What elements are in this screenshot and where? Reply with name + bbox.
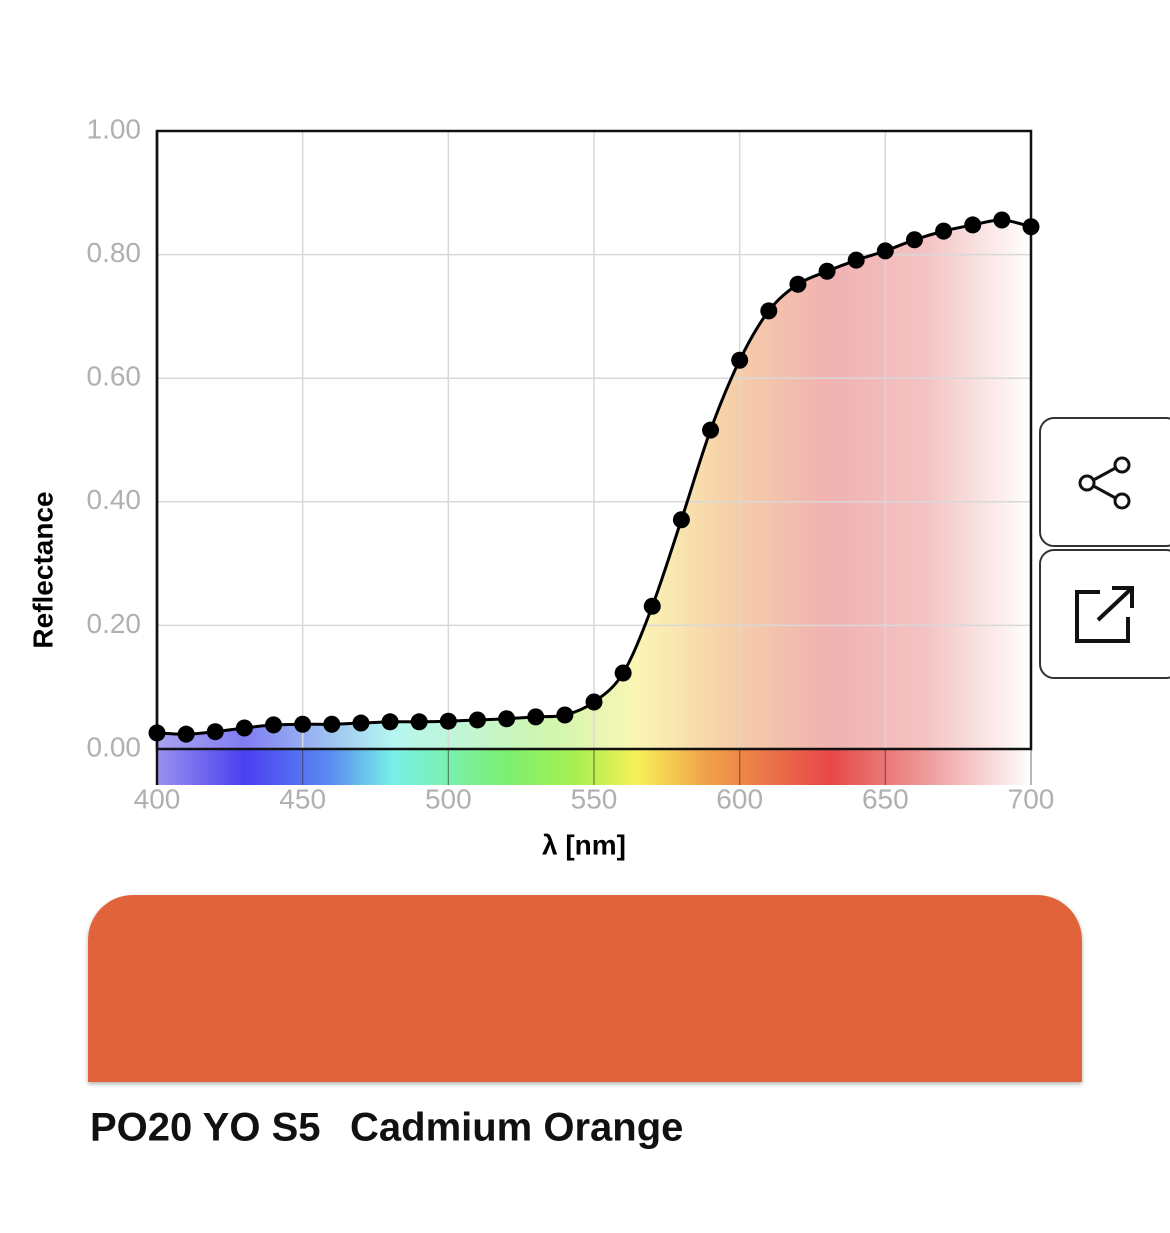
data-point (760, 302, 778, 320)
data-point (993, 211, 1011, 229)
data-point (206, 723, 224, 741)
data-point (527, 708, 545, 726)
data-point (439, 712, 457, 730)
data-point (702, 421, 720, 439)
data-point (177, 725, 195, 743)
data-point (614, 664, 632, 682)
data-point (964, 216, 982, 234)
data-point (585, 693, 603, 711)
data-point (148, 724, 166, 742)
x-tick-label: 500 (425, 783, 472, 814)
chart: 0.00 0.20 0.40 0.60 0.80 1.00 400 450 500 550 600 6… (87, 113, 1055, 814)
share-button[interactable] (1039, 417, 1170, 547)
data-point (789, 275, 807, 293)
data-point (235, 719, 253, 737)
y-tick-label: 0.20 (87, 608, 142, 639)
x-tick-label: 550 (571, 783, 618, 814)
data-point (1022, 218, 1040, 236)
area-fill (157, 219, 1031, 749)
data-point (556, 706, 574, 724)
x-tick-label: 700 (1008, 783, 1055, 814)
data-point (498, 710, 516, 728)
x-tick-label: 400 (134, 783, 181, 814)
pigment-code: PO20 YO S5 (90, 1106, 321, 1150)
data-point (468, 711, 486, 729)
x-tick-label: 650 (862, 783, 909, 814)
y-tick-label: 0.00 (87, 731, 142, 762)
x-axis-label: λ [nm] (542, 829, 626, 860)
data-point (905, 231, 923, 249)
data-point (643, 597, 661, 615)
y-axis-label: Reflectance (27, 491, 58, 648)
data-point (410, 713, 428, 731)
data-point (672, 511, 690, 529)
x-tick-label: 450 (279, 783, 326, 814)
open-external-button[interactable] (1039, 549, 1170, 679)
data-point (265, 716, 283, 734)
y-tick-label: 0.60 (87, 361, 142, 392)
y-tick-label: 1.00 (87, 113, 142, 144)
data-point (876, 242, 894, 260)
data-point (818, 262, 836, 280)
data-point (935, 222, 953, 240)
y-tick-label: 0.80 (87, 237, 142, 268)
data-point (323, 715, 341, 733)
x-tick-label: 600 (716, 783, 763, 814)
data-point (381, 713, 399, 731)
pigment-name: Cadmium Orange (350, 1106, 683, 1150)
y-tick-label: 0.40 (87, 484, 142, 515)
data-point (847, 251, 865, 269)
data-point (352, 714, 370, 732)
color-swatch (88, 895, 1082, 1082)
data-point (294, 715, 312, 733)
data-point (731, 351, 749, 369)
